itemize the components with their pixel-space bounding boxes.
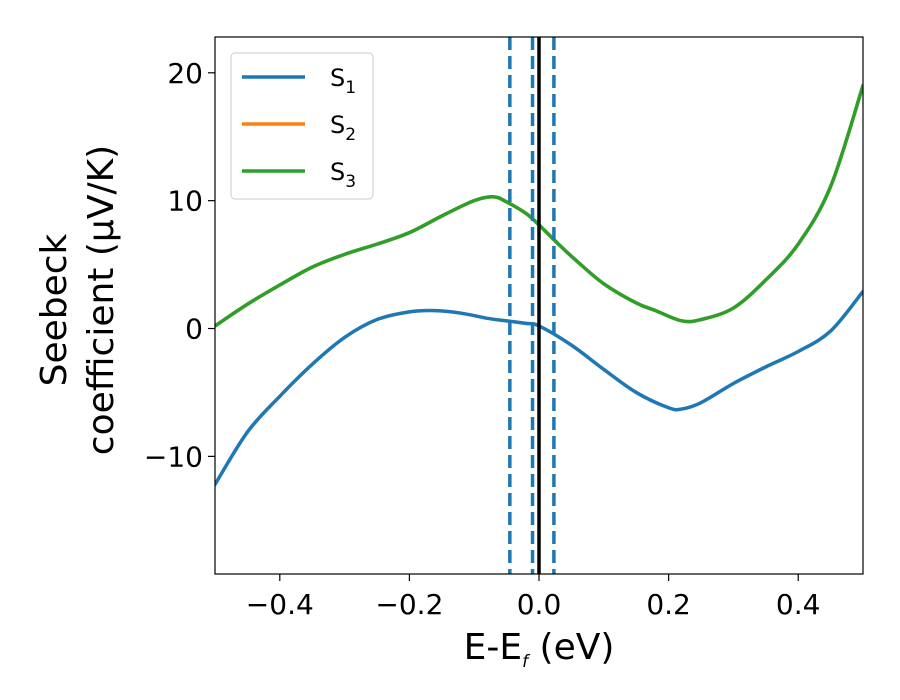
x-tick-label: 0.4 [776,588,821,621]
x-tick-label: −0.2 [375,588,443,621]
x-axis-label: E-Ef (eV) [464,627,615,672]
legend-label-1: S1 [330,64,356,98]
legend-box [230,52,374,200]
series-line-3 [215,83,863,328]
legend: S1 S2 S3 [230,52,374,200]
y-axis-ticks: −10 0 10 20 [144,57,215,473]
vline-layer [508,37,556,574]
y-tick-label: 0 [185,313,203,346]
legend-label-3: S3 [330,158,356,192]
x-axis-ticks: −0.4 −0.2 0.0 0.2 0.4 [246,574,821,621]
legend-label-2: S2 [330,111,356,145]
x-tick-label: −0.4 [246,588,314,621]
y-tick-label: 10 [167,185,203,218]
y-tick-label: 20 [167,57,203,90]
x-tick-label: 0.2 [646,588,691,621]
y-axis-label-line2: coefficient (μV/K) [81,145,122,455]
x-tick-label: 0.0 [517,588,562,621]
y-axis-label-line1: Seebeck [34,233,75,386]
y-tick-label: −10 [144,440,203,473]
